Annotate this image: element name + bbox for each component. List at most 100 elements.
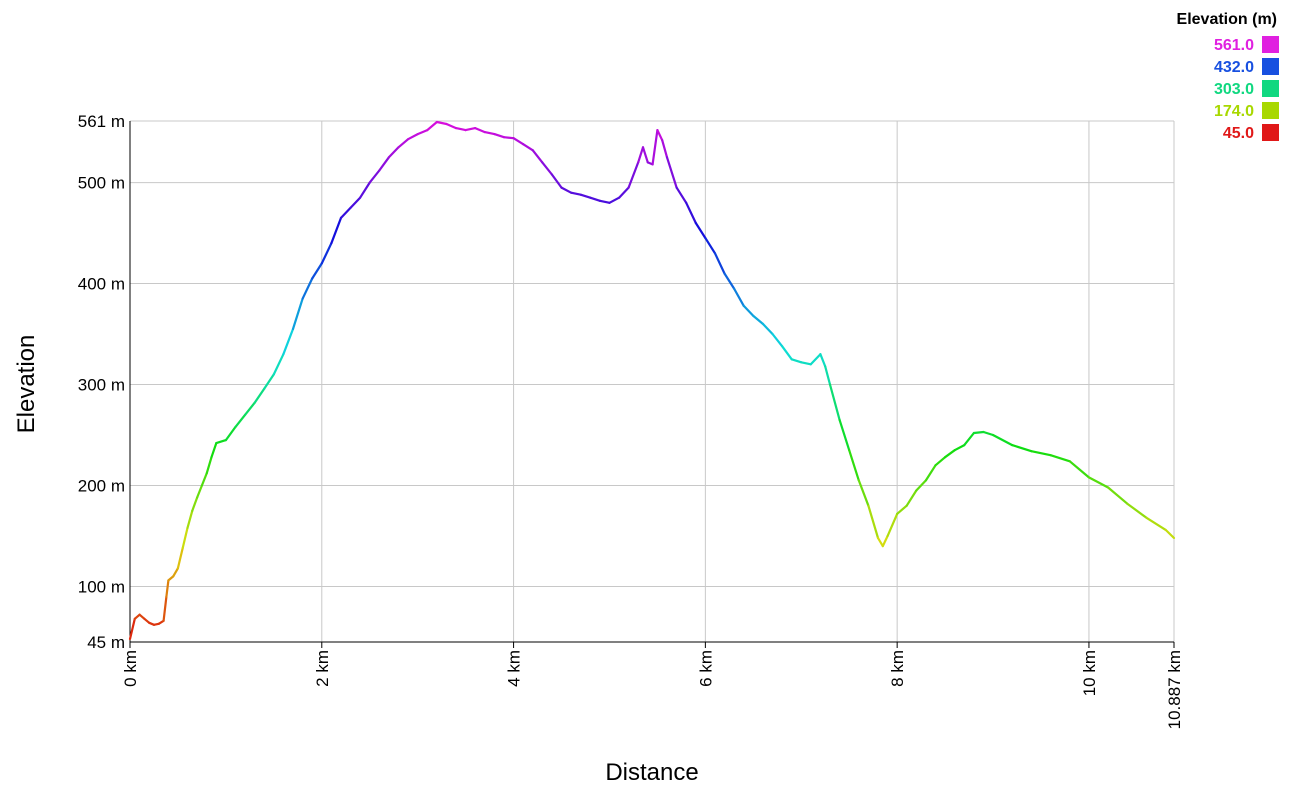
grid-layer: [129, 120, 1175, 643]
elevation-segment: [349, 196, 362, 209]
elevation-segment: [359, 181, 371, 199]
elevation-segment: [172, 567, 179, 578]
elevation-segment: [886, 512, 899, 538]
legend-swatch: [1262, 58, 1279, 75]
elevation-segment: [1164, 528, 1176, 540]
elevation-segment: [454, 127, 467, 132]
elevation-segment: [641, 146, 649, 164]
legend-swatch: [1262, 124, 1279, 141]
elevation-segment: [598, 199, 611, 204]
x-axis-title: Distance: [605, 759, 698, 786]
elevation-segment: [915, 479, 928, 492]
elevation-segment: [263, 373, 275, 390]
elevation-segment: [569, 191, 582, 196]
elevation-segment: [128, 617, 136, 641]
elevation-segment: [991, 433, 1014, 447]
elevation-segment: [857, 479, 870, 507]
legend-swatch: [1262, 36, 1279, 53]
y-tick-label: 400 m: [78, 275, 125, 294]
elevation-segment: [234, 413, 247, 428]
elevation-segment: [713, 252, 726, 275]
elevation-segment: [176, 546, 184, 570]
elevation-segment: [550, 173, 563, 189]
elevation-segment: [881, 534, 889, 548]
elevation-segment: [210, 442, 218, 459]
elevation-segment: [828, 383, 841, 421]
elevation-segment: [608, 196, 621, 204]
elevation-segment: [1068, 460, 1091, 479]
elevation-segment: [191, 496, 199, 512]
elevation-segment: [426, 120, 438, 132]
elevation-segment: [656, 129, 664, 142]
elevation-segment: [876, 536, 884, 548]
elevation-segment: [224, 425, 237, 442]
elevation-segment: [771, 332, 784, 348]
y-tick-label: 561 m: [78, 112, 125, 131]
elevation-segment: [320, 242, 333, 265]
elevation-segment: [1145, 516, 1167, 532]
legend: Elevation (m) 561.0 432.0 303.0 174.0 45.0: [1177, 11, 1279, 142]
legend-label: 174.0: [1214, 103, 1254, 120]
elevation-segment: [200, 472, 208, 487]
elevation-segment: [291, 297, 304, 331]
elevation-segment: [809, 353, 822, 366]
y-tick-label: 45 m: [87, 633, 125, 652]
elevation-segment: [162, 595, 168, 622]
elevation-segment: [617, 186, 630, 199]
y-tick-label: 300 m: [78, 376, 125, 395]
elevation-segment: [205, 456, 213, 475]
elevation-segment: [464, 127, 477, 132]
elevation-segment: [800, 361, 812, 366]
elevation-segment: [282, 327, 295, 356]
elevation-segment: [694, 221, 707, 240]
elevation-segment: [522, 143, 534, 152]
legend-swatch: [1262, 102, 1279, 119]
legend-label: 432.0: [1214, 59, 1254, 76]
elevation-segment: [416, 129, 429, 136]
x-tick-label: 4 km: [505, 650, 524, 687]
elevation-segment: [1087, 476, 1110, 489]
elevation-line: [128, 120, 1176, 641]
elevation-segment: [819, 353, 827, 368]
elevation-segment: [181, 526, 189, 550]
elevation-segment: [637, 146, 645, 164]
elevation-segment: [474, 127, 486, 134]
x-tick-label: 8 km: [888, 650, 907, 687]
elevation-segment: [445, 122, 458, 130]
elevation-segment: [589, 196, 602, 202]
elevation-segment: [934, 456, 947, 467]
elevation-segment: [1126, 502, 1148, 519]
elevation-segment: [780, 345, 793, 361]
y-tick-label: 200 m: [78, 476, 125, 495]
elevation-segment: [924, 464, 937, 482]
legend-title: Elevation (m): [1177, 11, 1277, 28]
elevation-segment: [867, 504, 880, 540]
elevation-segment: [905, 489, 918, 507]
elevation-segment: [732, 287, 745, 307]
elevation-segment: [943, 449, 956, 459]
tick-labels: 45 m 100 m 200 m 300 m 400 m 500 m 561 m 0 km 2 …: [78, 112, 1184, 729]
elevation-segment: [541, 161, 554, 176]
elevation-segment: [253, 387, 266, 404]
elevation-segment: [752, 314, 765, 325]
elevation-segment: [742, 304, 755, 317]
elevation-segment: [244, 401, 256, 416]
elevation-segment: [483, 131, 496, 136]
elevation-segment: [378, 156, 390, 172]
elevation-segment: [1011, 444, 1033, 453]
elevation-segment: [196, 484, 203, 499]
elevation-segment: [272, 353, 285, 376]
elevation-segment: [953, 444, 966, 452]
axis-layer: [129, 121, 1175, 648]
elevation-segment: [407, 133, 419, 141]
elevation-segment: [1049, 454, 1071, 463]
elevation-segment: [512, 137, 525, 146]
elevation-segment: [1030, 450, 1052, 457]
elevation-segment: [704, 237, 717, 255]
elevation-segment: [723, 272, 736, 290]
elevation-segment: [761, 322, 774, 336]
elevation-segment: [215, 439, 227, 445]
elevation-segment: [685, 201, 697, 225]
elevation-segment: [339, 206, 352, 219]
